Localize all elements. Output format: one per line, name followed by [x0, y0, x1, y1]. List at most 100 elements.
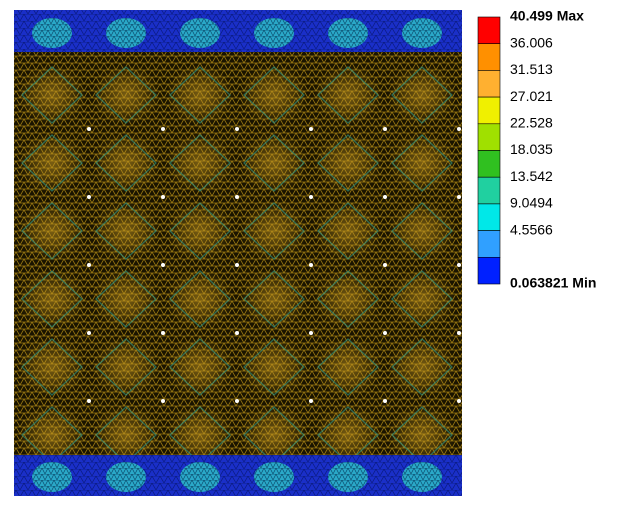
legend-label: 27.021 — [510, 88, 553, 104]
cell-edge — [317, 202, 379, 260]
legend-label: 4.5566 — [510, 221, 553, 237]
legend-swatch — [477, 16, 501, 45]
legend-label: 36.006 — [510, 34, 553, 50]
legend-label: 40.499 Max — [510, 8, 584, 24]
hot-zone — [314, 337, 382, 397]
spot — [402, 462, 442, 492]
legend-swatch — [477, 256, 501, 285]
hot-zone — [388, 133, 456, 193]
hot-zone — [166, 201, 234, 261]
hot-zone — [92, 269, 160, 329]
hot-zone — [166, 405, 234, 465]
node — [235, 195, 239, 199]
spot — [402, 18, 442, 48]
hot-zone — [388, 201, 456, 261]
cell-edge — [169, 338, 231, 396]
hot-zone — [92, 337, 160, 397]
hot-zone — [18, 133, 86, 193]
legend-label: 0.063821 Min — [510, 275, 596, 291]
cell-edge — [95, 270, 157, 328]
hot-zone — [92, 405, 160, 465]
cell-edge — [21, 134, 83, 192]
hot-zone — [388, 269, 456, 329]
node — [457, 195, 461, 199]
spot — [328, 462, 368, 492]
spot — [32, 462, 72, 492]
hot-zone — [166, 337, 234, 397]
cell-edge — [169, 406, 231, 464]
hot-zone — [166, 133, 234, 193]
legend-swatch — [477, 43, 501, 71]
spot — [180, 18, 220, 48]
cell-edge — [391, 134, 453, 192]
spot — [106, 18, 146, 48]
cell-edge — [243, 338, 305, 396]
cell-edge — [95, 66, 157, 124]
hot-zone — [18, 65, 86, 125]
node — [383, 195, 387, 199]
hot-zone — [18, 269, 86, 329]
cell-edge — [169, 66, 231, 124]
spot — [180, 462, 220, 492]
spot — [328, 18, 368, 48]
cell-edge — [21, 406, 83, 464]
node — [87, 263, 91, 267]
node — [309, 331, 313, 335]
spot — [254, 18, 294, 48]
spot — [254, 462, 294, 492]
node — [87, 127, 91, 131]
node — [235, 399, 239, 403]
legend-swatch — [477, 230, 501, 258]
hot-zone — [388, 337, 456, 397]
cell-edge — [317, 270, 379, 328]
node — [457, 127, 461, 131]
legend-swatch — [477, 123, 501, 151]
cell-edge — [21, 202, 83, 260]
cell-edge — [391, 338, 453, 396]
cell-edge — [243, 66, 305, 124]
bottom-plate — [14, 455, 462, 496]
hot-zone — [314, 269, 382, 329]
hot-zone — [92, 201, 160, 261]
node — [309, 399, 313, 403]
hot-zone — [314, 65, 382, 125]
cell-edge — [243, 406, 305, 464]
node — [87, 331, 91, 335]
node — [383, 263, 387, 267]
legend-swatch — [477, 96, 501, 125]
spot — [106, 462, 146, 492]
hot-zone — [240, 65, 308, 125]
cell-edge — [317, 406, 379, 464]
node — [235, 127, 239, 131]
hot-zone — [166, 65, 234, 125]
cell-edge — [95, 338, 157, 396]
cell-edge — [95, 202, 157, 260]
node — [309, 195, 313, 199]
node — [457, 399, 461, 403]
top-plate — [14, 10, 462, 52]
cell-edge — [317, 338, 379, 396]
legend-label: 31.513 — [510, 61, 553, 77]
cell-edge — [391, 66, 453, 124]
cell-edge — [21, 338, 83, 396]
hot-zone — [18, 405, 86, 465]
cell-edge — [169, 134, 231, 192]
cell-edge — [95, 406, 157, 464]
hot-zone — [18, 201, 86, 261]
node — [383, 331, 387, 335]
contact-spots — [32, 18, 442, 492]
stress-cells — [18, 65, 461, 471]
cell-edge — [243, 270, 305, 328]
color-legend: 40.499 Max 36.006 31.513 27.021 22.528 18.035… — [477, 8, 596, 291]
cell-edge — [243, 202, 305, 260]
node — [87, 399, 91, 403]
cell-edge — [21, 270, 83, 328]
node — [235, 263, 239, 267]
hot-zone — [92, 133, 160, 193]
mesh-body — [14, 10, 462, 496]
hot-zone — [92, 65, 160, 125]
spot — [32, 18, 72, 48]
node — [161, 331, 165, 335]
legend-swatch — [477, 203, 501, 231]
